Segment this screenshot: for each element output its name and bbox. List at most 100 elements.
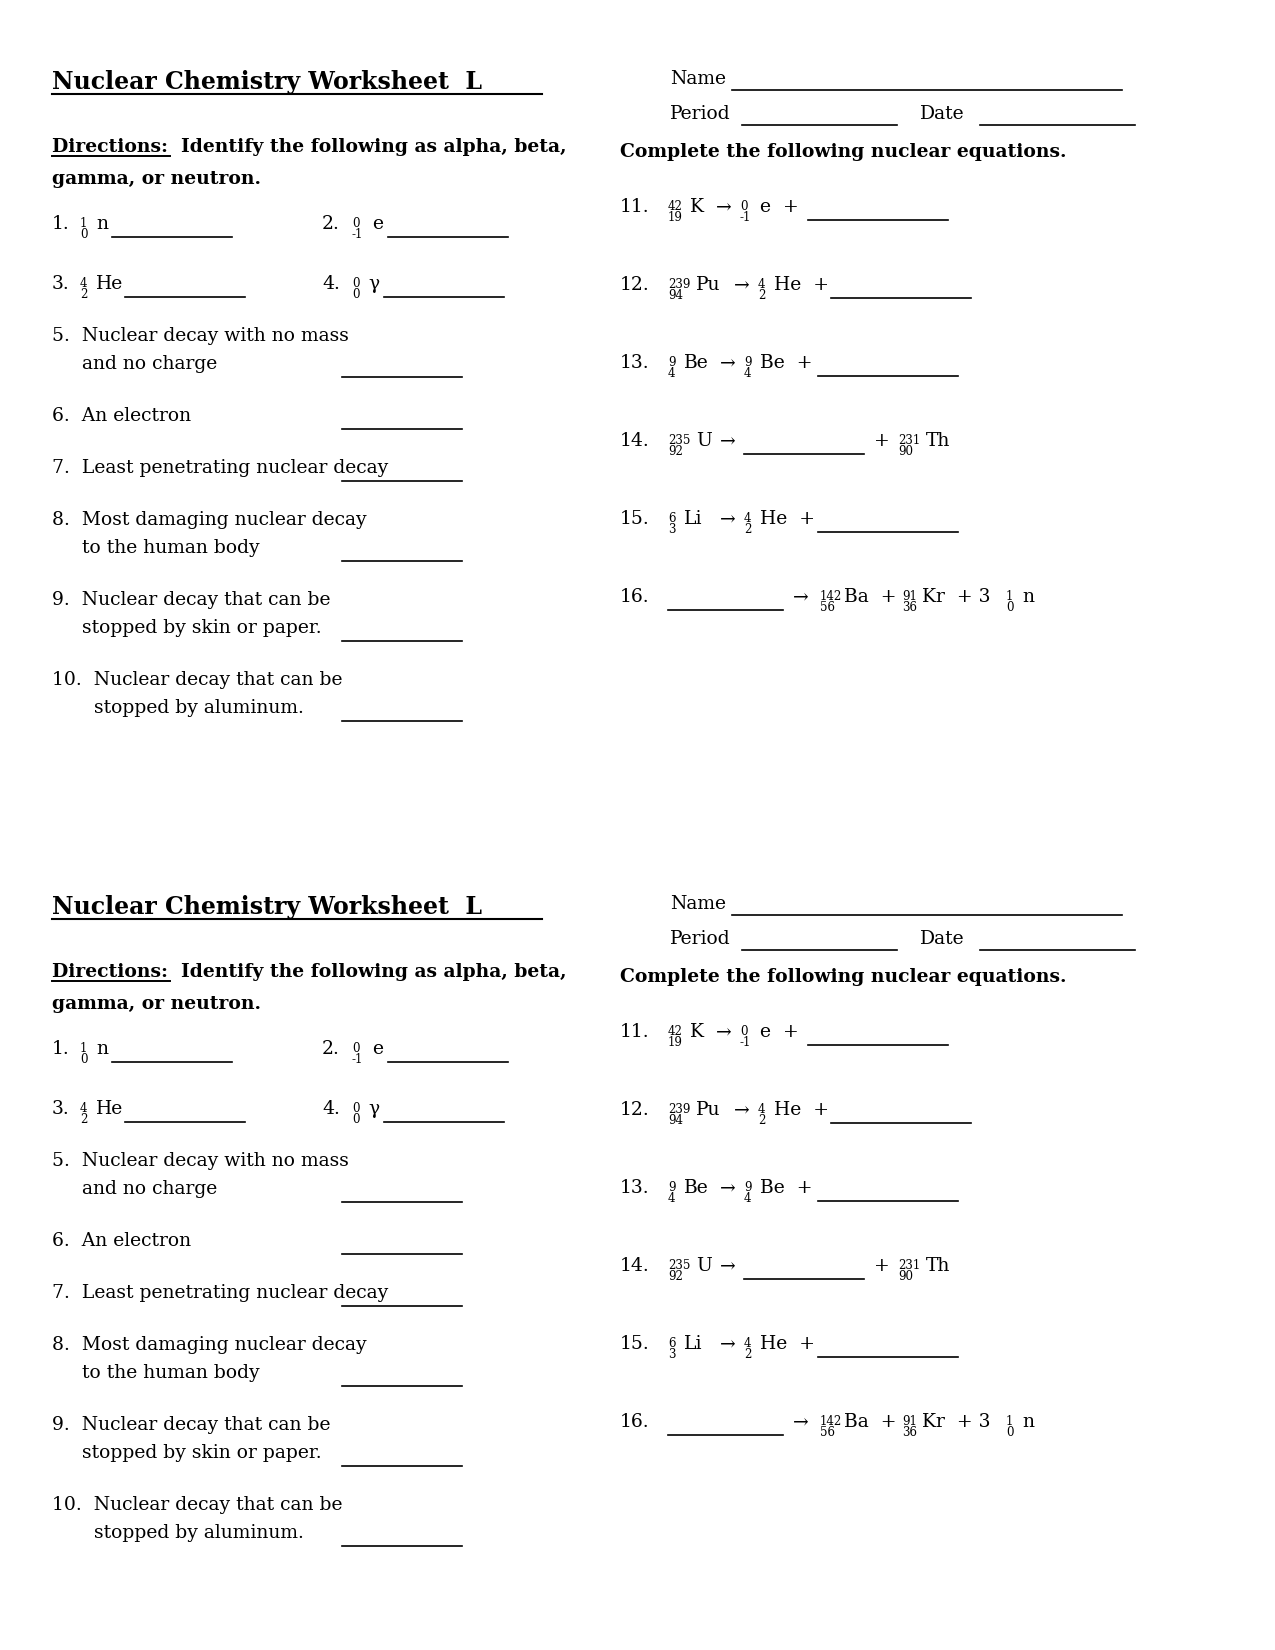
Text: 235: 235 [668,434,690,447]
Text: 1: 1 [1006,1416,1014,1427]
Text: 0: 0 [352,1043,360,1054]
Text: Date: Date [921,106,965,124]
Text: 14.: 14. [620,432,650,450]
Text: He  +: He + [760,510,815,528]
Text: 91: 91 [901,591,917,602]
Text: 5.  Nuclear decay with no mass: 5. Nuclear decay with no mass [52,327,349,345]
Text: 10.  Nuclear decay that can be: 10. Nuclear decay that can be [52,1497,343,1515]
Text: 1: 1 [1006,591,1014,602]
Text: 2: 2 [759,289,765,302]
Text: 0: 0 [352,289,360,300]
Text: Kr  + 3: Kr + 3 [922,1412,991,1431]
Text: 2: 2 [80,289,88,300]
Text: 0: 0 [352,1114,360,1125]
Text: →: → [720,510,736,528]
Text: -1: -1 [740,211,751,224]
Text: 7.  Least penetrating nuclear decay: 7. Least penetrating nuclear decay [52,459,389,477]
Text: →: → [793,587,808,606]
Text: Directions:  Identify the following as alpha, beta,: Directions: Identify the following as al… [52,964,566,982]
Text: Period: Period [669,106,731,124]
Text: n: n [96,1040,108,1058]
Text: 9: 9 [745,1181,751,1195]
Text: 12.: 12. [620,276,650,294]
Text: 13.: 13. [620,1180,650,1196]
Text: stopped by aluminum.: stopped by aluminum. [52,1525,303,1543]
Text: Li: Li [683,1335,703,1353]
Text: 10.  Nuclear decay that can be: 10. Nuclear decay that can be [52,672,343,690]
Text: 4: 4 [745,1191,751,1204]
Text: 1: 1 [80,1043,88,1054]
Text: gamma, or neutron.: gamma, or neutron. [52,995,261,1013]
Text: →: → [717,1023,732,1041]
Text: 0: 0 [1006,1426,1014,1439]
Text: Name: Name [669,69,725,87]
Text: 4: 4 [745,1336,751,1350]
Text: →: → [717,198,732,216]
Text: and no charge: and no charge [52,1180,217,1198]
Text: Th: Th [926,1257,950,1275]
Text: 2: 2 [745,1348,751,1361]
Text: 1.: 1. [52,1040,70,1058]
Text: Be: Be [683,1180,709,1196]
Text: 2.: 2. [323,214,340,233]
Text: He  +: He + [774,1101,829,1119]
Text: 7.  Least penetrating nuclear decay: 7. Least penetrating nuclear decay [52,1284,389,1302]
Text: and no charge: and no charge [52,355,217,373]
Text: 3: 3 [668,523,676,536]
Text: 6.  An electron: 6. An electron [52,408,191,426]
Text: to the human body: to the human body [52,540,260,558]
Text: 2: 2 [745,523,751,536]
Text: U: U [696,432,711,450]
Text: 1: 1 [80,218,88,229]
Text: 9: 9 [668,1181,676,1195]
Text: Name: Name [669,894,725,912]
Text: Li: Li [683,510,703,528]
Text: -1: -1 [740,1036,751,1049]
Text: +: + [873,432,890,450]
Text: 56: 56 [820,601,835,614]
Text: 8.  Most damaging nuclear decay: 8. Most damaging nuclear decay [52,512,367,530]
Text: →: → [734,276,750,294]
Text: 4: 4 [759,1102,765,1115]
Text: 4: 4 [668,1191,676,1204]
Text: n: n [1023,587,1034,606]
Text: Pu: Pu [696,276,720,294]
Text: Ba  +: Ba + [844,1412,896,1431]
Text: He  +: He + [760,1335,815,1353]
Text: →: → [793,1412,808,1431]
Text: 92: 92 [668,446,683,459]
Text: 5.  Nuclear decay with no mass: 5. Nuclear decay with no mass [52,1152,349,1170]
Text: 94: 94 [668,289,683,302]
Text: 6.  An electron: 6. An electron [52,1233,191,1251]
Text: Directions:  Identify the following as alpha, beta,: Directions: Identify the following as al… [52,139,566,157]
Text: 4.: 4. [323,1101,340,1119]
Text: 91: 91 [901,1416,917,1427]
Text: stopped by skin or paper.: stopped by skin or paper. [52,1444,321,1462]
Text: 231: 231 [898,434,921,447]
Text: 6: 6 [668,1336,676,1350]
Text: 42: 42 [668,200,683,213]
Text: 16.: 16. [620,1412,650,1431]
Text: 11.: 11. [620,1023,650,1041]
Text: →: → [720,432,736,450]
Text: 56: 56 [820,1426,835,1439]
Text: 0: 0 [352,1102,360,1115]
Text: Nuclear Chemistry Worksheet  L: Nuclear Chemistry Worksheet L [52,894,482,919]
Text: Be: Be [683,355,709,371]
Text: 4: 4 [745,512,751,525]
Text: 0: 0 [80,1053,88,1066]
Text: 231: 231 [898,1259,921,1272]
Text: 9.  Nuclear decay that can be: 9. Nuclear decay that can be [52,1416,330,1434]
Text: K: K [690,198,704,216]
Text: 90: 90 [898,446,913,459]
Text: to the human body: to the human body [52,1365,260,1383]
Text: -1: -1 [352,228,363,241]
Text: 3.: 3. [52,276,70,294]
Text: →: → [720,355,736,371]
Text: 239: 239 [668,277,690,290]
Text: He  +: He + [774,276,829,294]
Text: U: U [696,1257,711,1275]
Text: →: → [720,1257,736,1275]
Text: 94: 94 [668,1114,683,1127]
Text: Nuclear Chemistry Worksheet  L: Nuclear Chemistry Worksheet L [52,69,482,94]
